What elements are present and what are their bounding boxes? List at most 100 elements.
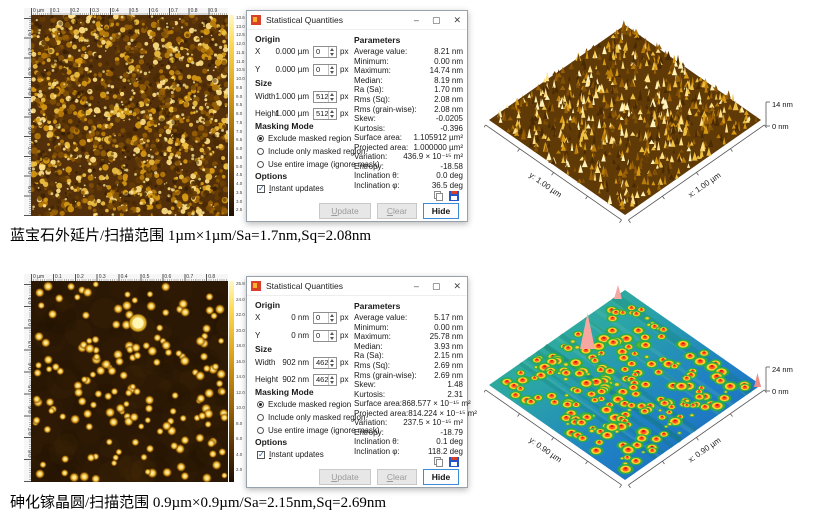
spin-up-icon[interactable] [329,331,336,336]
radio-label[interactable]: Use entire image (ignore mask) [268,426,380,435]
parameter-value: 2.31 [447,389,463,399]
parameter-name: Rms (grain-wise): [354,370,417,380]
copy-icon[interactable] [434,457,443,467]
hide-button[interactable]: Hide [423,469,459,485]
height-spin-value[interactable]: 462 [316,374,328,384]
checkbox-label[interactable]: Instant updates [269,450,324,459]
3d-surface-view-sapphire[interactable]: y: 1.00 µm x: 1.00 µm 14 nm 0 nm [484,8,819,226]
y-spinbox[interactable]: 0 [313,63,337,76]
width-spin-value[interactable]: 462 [316,357,328,367]
radio-exclude-masked[interactable]: Exclude masked region [257,399,351,410]
ruler-tick-label: 0.6 [164,274,172,280]
radio-icon[interactable] [257,414,264,421]
width-spinbox[interactable]: 512 [313,90,337,103]
save-icon[interactable] [449,457,459,467]
hide-button[interactable]: Hide [423,203,459,219]
ruler-tick-label: 0.7 [170,8,178,14]
3d-surface-view-gaas[interactable]: y: 0.90 µm x: 0.90 µm 24 nm 0 nm [484,273,819,491]
spin-up-icon[interactable] [329,92,336,97]
spin-up-icon[interactable] [329,375,336,380]
instant-updates-checkbox[interactable]: Instant updates [257,449,324,460]
parameters-list: Average value: 8.21 nm Minimum: 0.00 nm Maxi… [354,47,463,190]
maximize-icon[interactable]: ▢ [431,280,441,291]
checkbox-label[interactable]: Instant updates [269,184,324,193]
height-spin-value[interactable]: 512 [316,108,328,118]
minimize-icon[interactable]: – [413,14,419,25]
close-icon[interactable]: ✕ [453,14,461,25]
width-spinbox[interactable]: 462 [313,356,337,369]
colorbar-tick-label: 10.5 [236,67,245,73]
copy-icon[interactable] [434,191,443,201]
radio-use-entire-image[interactable]: Use entire image (ignore mask) [257,425,380,436]
x-value: 0.000 µm [275,47,309,56]
parameter-name: Inclination φ: [354,446,400,456]
radio-icon[interactable] [257,135,264,142]
spin-down-icon[interactable] [329,318,336,323]
checkbox-icon[interactable] [257,450,265,459]
height-spinbox[interactable]: 462 [313,373,337,386]
colorbar-tick-label: 2.5 [236,207,243,213]
y-spinbox[interactable]: 0 [313,329,337,342]
radio-exclude-masked[interactable]: Exclude masked region [257,133,351,144]
x-label: X [255,47,261,56]
spin-down-icon[interactable] [329,97,336,102]
spin-up-icon[interactable] [329,313,336,318]
afm-image-sapphire[interactable] [31,15,228,216]
x-spinbox[interactable]: 0 [313,311,337,324]
radio-include-masked[interactable]: Include only masked region [257,146,365,157]
close-icon[interactable]: ✕ [453,280,461,291]
spin-down-icon[interactable] [329,363,336,368]
x-spin-value[interactable]: 0 [316,46,321,56]
radio-label[interactable]: Exclude masked region [268,400,352,409]
radio-icon[interactable] [257,148,264,155]
update-button[interactable]: Update [319,469,371,485]
minimize-icon[interactable]: – [413,280,419,291]
instant-updates-checkbox[interactable]: Instant updates [257,183,324,194]
colorbar-tick-label: 9.0 [236,93,243,99]
afm-image-gaas[interactable] [31,281,228,482]
radio-label[interactable]: Use entire image (ignore mask) [268,160,380,169]
maximize-icon[interactable]: ▢ [431,14,441,25]
radio-label[interactable]: Include only masked region [268,413,366,422]
colorbar-tick-label: 12.5 [236,32,245,38]
spin-up-icon[interactable] [329,65,336,70]
radio-label[interactable]: Include only masked region [268,147,366,156]
colorbar-tick-label: 10.0 [236,76,245,82]
parameter-row: Minimum: 0.00 nm [354,57,463,67]
radio-use-entire-image[interactable]: Use entire image (ignore mask) [257,159,380,170]
checkbox-icon[interactable] [257,184,265,193]
update-button[interactable]: Update [319,203,371,219]
ruler-tick-label: 0.5 [131,8,139,14]
px-unit: px [340,331,349,340]
ruler-tick-label: 0.8 [190,8,198,14]
x-label: X [255,313,261,322]
spin-down-icon[interactable] [329,336,336,341]
spin-up-icon[interactable] [329,358,336,363]
radio-icon[interactable] [257,427,264,434]
false-color-bar [229,15,234,216]
dialog-titlebar[interactable]: Statistical Quantities – ▢ ✕ [247,11,467,30]
spin-down-icon[interactable] [329,380,336,385]
x-spin-value[interactable]: 0 [316,312,321,322]
radio-label[interactable]: Exclude masked region [268,134,352,143]
y-spin-value[interactable]: 0 [316,64,321,74]
radio-include-masked[interactable]: Include only masked region [257,412,365,423]
height-spinbox[interactable]: 512 [313,107,337,120]
spin-down-icon[interactable] [329,70,336,75]
colorbar-tick-label: 13.6 nm [236,15,253,20]
spin-up-icon[interactable] [329,47,336,52]
radio-icon[interactable] [257,161,264,168]
y-spin-value[interactable]: 0 [316,330,321,340]
x-spinbox[interactable]: 0 [313,45,337,58]
parameter-name: Skew: [354,114,376,124]
clear-button[interactable]: Clear [377,469,417,485]
width-spin-value[interactable]: 512 [316,91,328,101]
clear-button[interactable]: Clear [377,203,417,219]
save-icon[interactable] [449,191,459,201]
dialog-titlebar[interactable]: Statistical Quantities – ▢ ✕ [247,277,467,296]
spin-down-icon[interactable] [329,52,336,57]
radio-icon[interactable] [257,401,264,408]
spin-down-icon[interactable] [329,114,336,119]
spin-up-icon[interactable] [329,109,336,114]
colorbar-tick-label: 25.8 nm [236,281,253,286]
